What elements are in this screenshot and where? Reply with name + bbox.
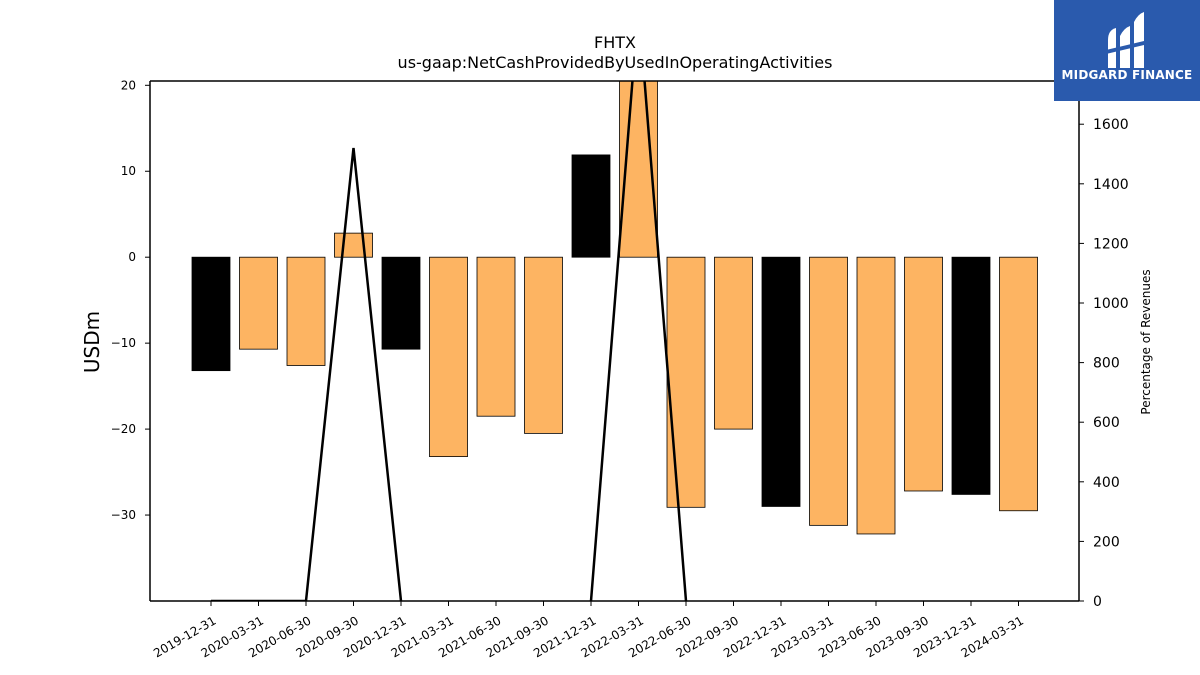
bar xyxy=(761,256,801,507)
bar xyxy=(476,256,516,417)
bar xyxy=(239,256,278,350)
bar xyxy=(666,256,706,508)
bar xyxy=(286,256,326,366)
y2-tick-label: 1600 xyxy=(1093,117,1129,133)
bar xyxy=(999,256,1038,512)
y-tick-label: −10 xyxy=(111,336,136,350)
y2-tick-label: 400 xyxy=(1093,475,1120,491)
logo: MIDGARD FINANCE xyxy=(1054,0,1200,101)
y-tick-label: 10 xyxy=(121,164,136,178)
y2-tick-label: 0 xyxy=(1093,594,1102,610)
bar xyxy=(714,256,753,430)
y2-axis-label: Percentage of Revenues xyxy=(1139,269,1153,414)
bar xyxy=(856,256,896,535)
bar xyxy=(571,154,611,258)
bar xyxy=(191,256,231,372)
chart-subtitle: us-gaap:NetCashProvidedByUsedInOperating… xyxy=(398,53,833,72)
y-tick-label: 0 xyxy=(128,250,136,264)
bar xyxy=(524,256,563,434)
chart-title: FHTX xyxy=(594,33,636,52)
y2-tick-label: 800 xyxy=(1093,356,1120,372)
line-series xyxy=(211,81,688,601)
y-tick-label: −20 xyxy=(111,422,136,436)
line-segment xyxy=(211,147,403,601)
bar xyxy=(381,256,421,350)
bar xyxy=(809,256,848,526)
y2-tick-label: 600 xyxy=(1093,415,1120,431)
y-tick-label: −30 xyxy=(111,508,136,522)
y2-tick-label: 200 xyxy=(1093,534,1120,550)
bar xyxy=(429,256,468,458)
bar xyxy=(334,232,373,258)
bars xyxy=(191,81,1038,535)
y2-tick-label: 1000 xyxy=(1093,296,1129,312)
bar xyxy=(951,256,991,495)
bar xyxy=(904,256,943,492)
y-tick-label: 20 xyxy=(121,78,136,92)
logo-mark-icon xyxy=(1106,12,1148,68)
y-axis-label: USDm xyxy=(80,311,104,373)
y2-tick-label: 1200 xyxy=(1093,236,1129,252)
line-segment xyxy=(589,81,688,601)
y2-tick-label: 1400 xyxy=(1093,177,1129,193)
logo-text: MIDGARD FINANCE xyxy=(1061,68,1193,82)
